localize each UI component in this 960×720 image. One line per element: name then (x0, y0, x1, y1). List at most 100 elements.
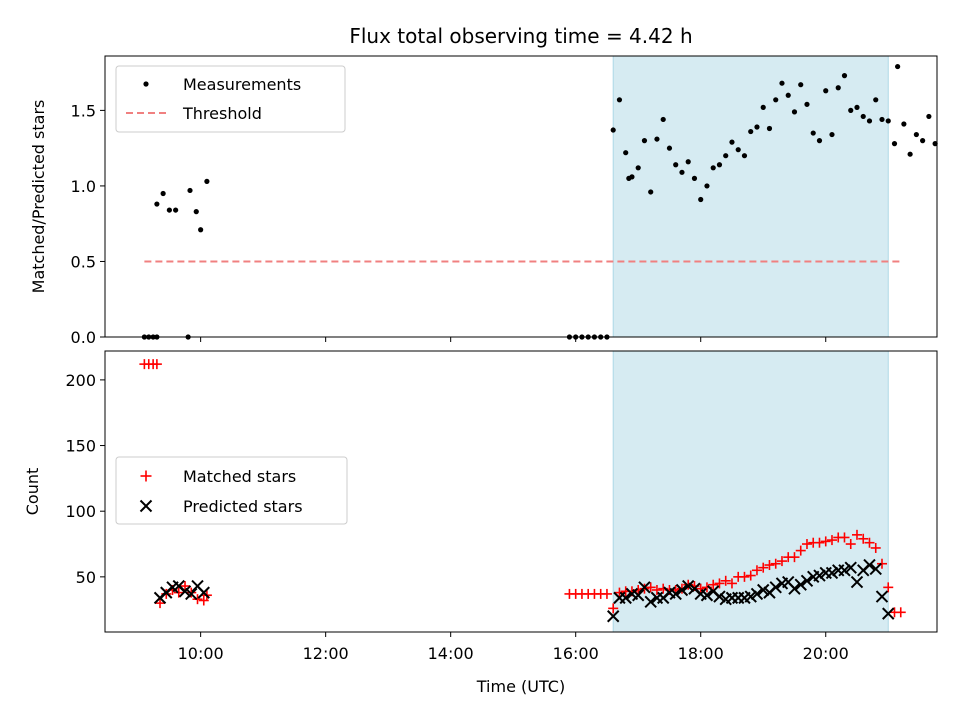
predicted-star-marker (813, 569, 826, 582)
matched-star-marker (151, 359, 162, 370)
predicted-star-marker (844, 561, 857, 574)
y-tick-label: 1.5 (71, 101, 96, 120)
matched-star-marker (895, 607, 906, 618)
predicted-star-marker (825, 566, 839, 580)
top-legend: Measurements Threshold (115, 65, 346, 133)
measurement-point (760, 104, 766, 110)
predicted-star-markers (153, 558, 895, 623)
measurement-point (907, 151, 913, 157)
measurement-point (798, 82, 804, 88)
legend-marker-matched (140, 470, 152, 482)
measurement-point (673, 162, 679, 168)
y-tick-label: 150 (65, 437, 96, 456)
matched-star-marker (726, 578, 737, 589)
matched-star-marker (814, 537, 825, 548)
predicted-star-marker (863, 558, 876, 572)
bottom-y-axis-label: Count (23, 468, 42, 516)
measurement-point (841, 73, 848, 79)
matched-star-marker (720, 575, 731, 586)
measurement-point (901, 121, 907, 127)
matched-star-marker (173, 587, 184, 598)
measurement-point (173, 207, 179, 213)
legend-label-matched: Matched stars (183, 467, 296, 486)
predicted-star-marker (750, 587, 764, 601)
measurement-point (648, 189, 654, 195)
measurement-point (895, 63, 901, 70)
measurement-point (816, 138, 823, 144)
measurement-point (829, 131, 835, 138)
predicted-star-marker (185, 587, 198, 601)
y-tick-label: 200 (65, 371, 96, 390)
measurement-point (885, 118, 891, 124)
measurement-point (660, 116, 666, 123)
measurement-point (160, 190, 166, 197)
matched-star-marker (820, 536, 831, 547)
chart-title: Flux total observing time = 4.42 h (349, 24, 692, 48)
measurement-point (187, 187, 193, 194)
predicted-star-marker (682, 579, 695, 593)
top-y-axis-label: Matched/Predicted stars (29, 100, 48, 294)
predicted-star-marker (619, 591, 632, 605)
legend-frame (115, 456, 348, 525)
matched-star-marker (645, 582, 656, 593)
matched-star-marker (155, 598, 166, 609)
measurement-point (685, 159, 691, 165)
predicted-star-marker (869, 562, 882, 576)
x-tick-label: 12:00 (303, 644, 349, 663)
matched-star-marker (770, 558, 781, 569)
top-shaded-span (612, 55, 889, 338)
y-tick-label: 0.0 (71, 328, 96, 347)
predicted-star-marker (669, 587, 682, 601)
y-tick-label: 1.0 (71, 177, 96, 196)
measurement-point (641, 138, 648, 144)
measurement-point (810, 130, 816, 136)
predicted-star-marker (850, 575, 864, 589)
matched-star-marker (839, 532, 850, 543)
predicted-star-marker (744, 590, 757, 603)
legend-label-measurements: Measurements (183, 75, 301, 94)
matched-star-marker (776, 556, 787, 567)
x-axis-label: Time (UTC) (476, 677, 565, 696)
bottom-x-ticks: 10:00 12:00 14:00 16:00 18:00 20:00 (178, 632, 849, 663)
legend-frame (115, 65, 346, 133)
predicted-star-marker (631, 589, 645, 602)
y-tick-label: 100 (65, 502, 96, 521)
measurement-point (741, 153, 748, 159)
matched-star-marker (789, 552, 800, 563)
matched-star-marker (758, 562, 769, 573)
measurement-point (879, 116, 885, 123)
matched-star-marker (751, 565, 762, 576)
measurement-point (779, 80, 785, 86)
matched-star-markers (139, 359, 906, 618)
measurement-point (848, 107, 854, 113)
measurement-point (723, 153, 729, 159)
x-tick-label: 16:00 (553, 644, 599, 663)
bottom-panel: 50 100 150 200 10:00 12:00 14:00 16:00 18:00 20:… (23, 350, 938, 696)
measurement-point (735, 147, 741, 153)
matched-star-marker (198, 595, 209, 606)
matched-star-marker (795, 545, 806, 556)
measurement-point (766, 125, 773, 132)
measurement-point (610, 127, 616, 133)
legend-label-predicted: Predicted stars (183, 497, 303, 516)
matched-star-marker (858, 533, 869, 544)
matched-star-marker (876, 558, 887, 569)
measurement-point (729, 139, 735, 145)
matched-star-marker (826, 535, 837, 546)
measurement-point (932, 141, 938, 147)
top-x-ticks (200, 337, 827, 342)
matched-star-marker (180, 581, 191, 592)
predicted-star-marker (700, 589, 714, 602)
measurement-point (860, 113, 866, 120)
predicted-star-marker (197, 586, 210, 599)
measurement-point (654, 136, 660, 142)
measurement-point (716, 162, 723, 168)
predicted-star-marker (675, 583, 689, 597)
y-tick-label: 0.5 (71, 252, 96, 271)
x-tick-label: 10:00 (178, 644, 224, 663)
measurement-point (666, 145, 673, 151)
matched-star-marker (614, 587, 625, 598)
measurement-point (785, 92, 791, 98)
measurement-point (835, 85, 841, 91)
measurement-point (920, 138, 926, 144)
